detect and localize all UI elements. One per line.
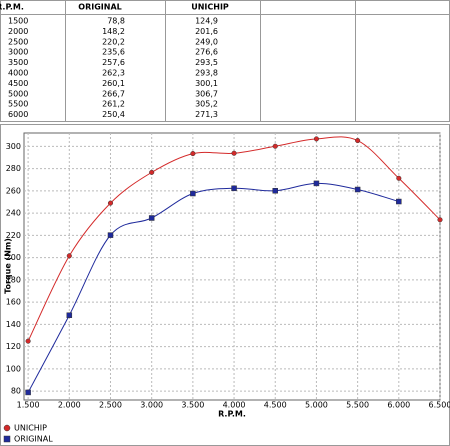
point bbox=[231, 185, 237, 192]
point bbox=[190, 190, 196, 197]
y-tick-label: 140 bbox=[6, 320, 21, 329]
table-cell: 250,4 bbox=[102, 110, 125, 119]
y-tick-label: 200 bbox=[6, 253, 21, 262]
y-tick-label: 300 bbox=[6, 142, 21, 151]
table-cell: 1500 bbox=[8, 17, 28, 26]
table-cell: 249,0 bbox=[195, 37, 218, 46]
point bbox=[313, 180, 320, 187]
x-tick-label: 2.500 bbox=[99, 401, 122, 410]
x-tick-label: 2.000 bbox=[58, 401, 81, 410]
table-cell: 306,7 bbox=[195, 89, 218, 98]
table-cell: 4500 bbox=[8, 79, 28, 88]
legend-label: ORIGINAL bbox=[14, 435, 53, 444]
point bbox=[25, 338, 31, 344]
table-frame bbox=[0, 0, 450, 122]
y-tick-label: 160 bbox=[6, 298, 21, 307]
y-tick-label: 260 bbox=[6, 186, 21, 195]
legend-swatch bbox=[3, 424, 11, 432]
table-cell: 276,6 bbox=[195, 48, 218, 57]
table-cell: 3000 bbox=[8, 48, 28, 57]
table-cell: 266,7 bbox=[102, 89, 125, 98]
table-cell: 78,8 bbox=[107, 17, 125, 26]
table-cell: 148,2 bbox=[102, 27, 125, 36]
y-tick-label: 240 bbox=[6, 209, 21, 218]
x-tick-label: 5.000 bbox=[305, 401, 328, 410]
point bbox=[25, 389, 31, 396]
table-cell: 2000 bbox=[8, 27, 28, 36]
series-line bbox=[27, 182, 399, 393]
y-tick-label: 120 bbox=[6, 342, 21, 351]
x-tick-label: 3.000 bbox=[140, 401, 163, 410]
series-line bbox=[27, 136, 441, 342]
y-tick-label: 100 bbox=[6, 364, 21, 373]
y-tick-label: 180 bbox=[6, 275, 21, 284]
table-cell: 305,2 bbox=[195, 100, 218, 109]
point bbox=[190, 151, 196, 157]
y-axis-title: Torque (Nm) bbox=[4, 238, 13, 294]
point bbox=[437, 217, 443, 223]
point bbox=[231, 150, 237, 156]
point bbox=[354, 186, 361, 193]
point bbox=[66, 253, 72, 259]
point bbox=[148, 215, 155, 221]
table-cell: 4000 bbox=[8, 69, 28, 78]
table-cell: 3500 bbox=[8, 58, 28, 67]
table-cell: 6000 bbox=[8, 110, 28, 119]
point bbox=[396, 198, 402, 205]
table-cell: 235,6 bbox=[102, 48, 125, 57]
table-cell: 271,3 bbox=[195, 110, 218, 119]
table-cell: 262,3 bbox=[102, 69, 125, 78]
point bbox=[272, 187, 278, 194]
table-cell: 293,5 bbox=[195, 58, 218, 67]
x-axis-title: R.P.M. bbox=[218, 410, 246, 419]
x-tick-label: 4.500 bbox=[264, 401, 287, 410]
table-cell: 260,1 bbox=[102, 79, 125, 88]
legend-label: UNICHIP bbox=[14, 424, 47, 433]
table-header: R.P.M. bbox=[0, 3, 24, 12]
point bbox=[66, 312, 73, 318]
table-cell: 293,8 bbox=[195, 69, 218, 78]
point bbox=[149, 169, 155, 175]
table-header: ORIGINAL bbox=[78, 3, 121, 12]
y-tick-label: 80 bbox=[11, 387, 21, 396]
point bbox=[396, 175, 402, 181]
point bbox=[313, 136, 319, 142]
x-tick-label: 3.500 bbox=[181, 401, 204, 410]
table-cell: 261,2 bbox=[102, 100, 125, 109]
legend-swatch bbox=[3, 435, 11, 443]
table-cell: 300,1 bbox=[195, 79, 218, 88]
table-cell: 2500 bbox=[8, 37, 28, 46]
plot-area bbox=[23, 132, 441, 401]
x-tick-label: 4.000 bbox=[223, 401, 246, 410]
point bbox=[107, 232, 114, 238]
table-cell: 201,6 bbox=[195, 27, 218, 36]
table-header: UNICHIP bbox=[191, 3, 229, 12]
table-cell: 257,6 bbox=[102, 58, 125, 67]
table-cell: 124,9 bbox=[195, 17, 218, 26]
table-cell: 5000 bbox=[8, 89, 28, 98]
x-tick-label: 6.000 bbox=[387, 401, 410, 410]
y-tick-label: 280 bbox=[6, 164, 21, 173]
point bbox=[107, 200, 114, 206]
y-tick-label: 220 bbox=[6, 231, 21, 240]
table-cell: 5500 bbox=[8, 100, 28, 109]
table-columns bbox=[65, 0, 356, 122]
x-tick-label: 5.500 bbox=[346, 401, 369, 410]
table-cell: 220,2 bbox=[102, 37, 125, 46]
x-tick-label: 1.500 bbox=[17, 401, 40, 410]
point bbox=[355, 138, 361, 144]
x-tick-label: 6.500 bbox=[429, 401, 450, 410]
point bbox=[272, 143, 278, 149]
